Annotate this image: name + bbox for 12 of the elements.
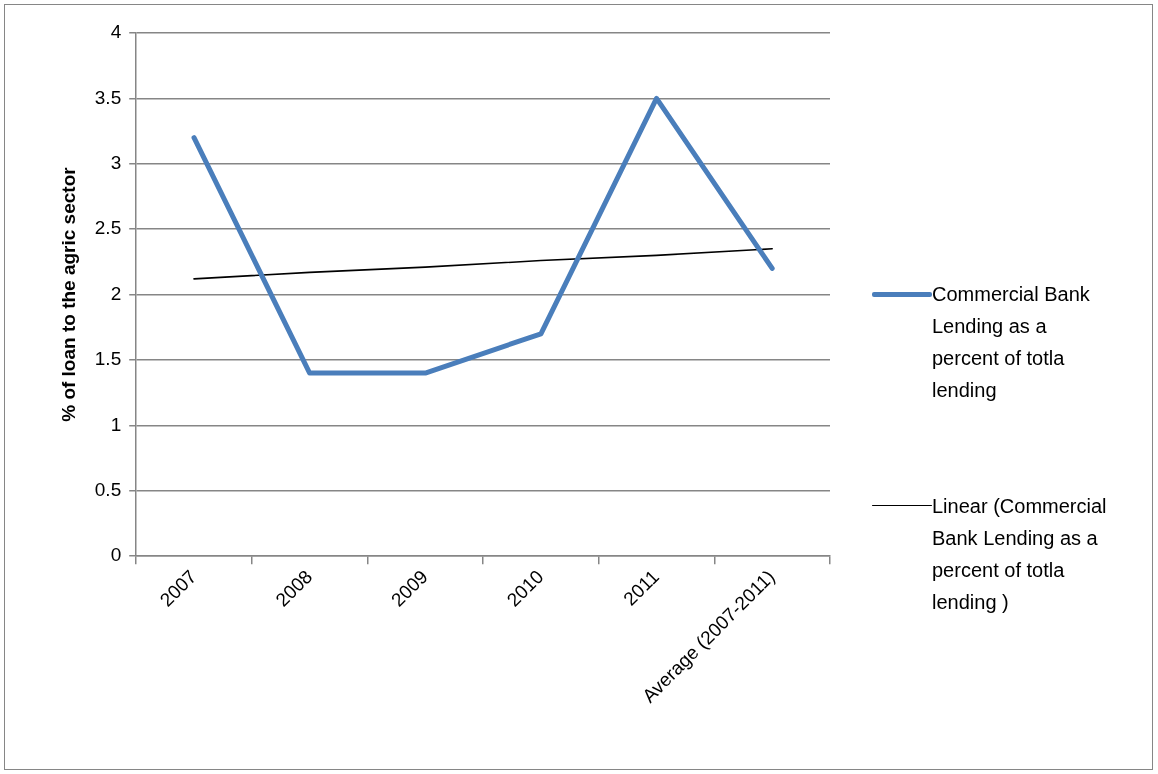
legend-label: Commercial Bank Lending as a percent of totla lending (932, 282, 1091, 403)
legend-label: Linear (Commercial Bank Lending as a percent of totla lending ) (932, 494, 1108, 615)
y-tick-label: 2.5 (94, 217, 122, 239)
y-tick-label: 1.5 (94, 348, 122, 370)
y-tick-label: 3 (110, 152, 122, 174)
y-tick-label: 0 (110, 544, 122, 566)
y-tick-label: 0.5 (94, 478, 122, 500)
y-tick-label: 1 (110, 413, 122, 435)
y-axis-title: % of loan to the agric sector (57, 166, 79, 422)
y-tick-label: 2 (110, 282, 122, 304)
y-tick-label: 4 (110, 21, 122, 43)
y-tick-label: 3.5 (94, 86, 122, 108)
